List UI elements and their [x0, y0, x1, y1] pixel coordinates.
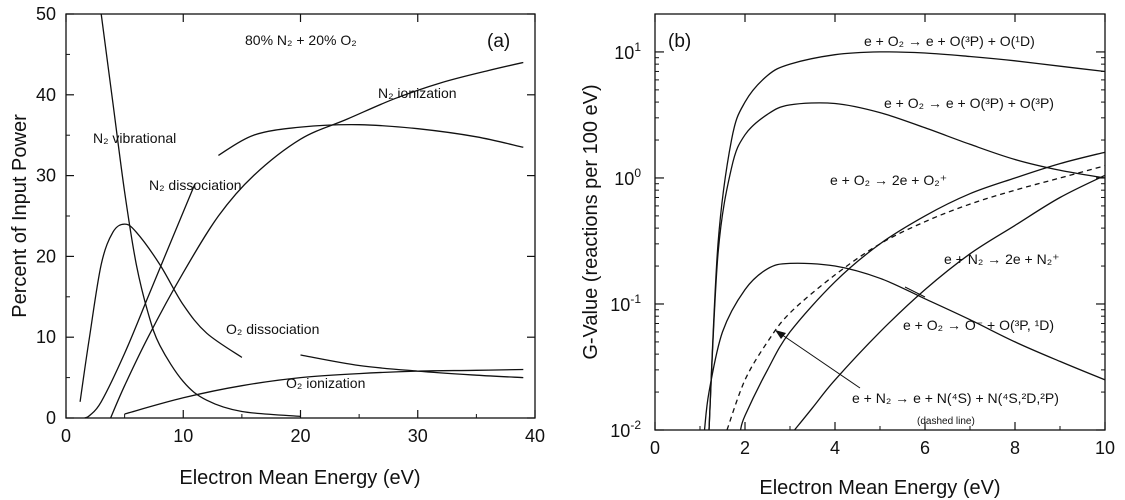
xtick-b-label: 2: [740, 438, 750, 458]
plot-frame-a: [65, 13, 536, 419]
ticks-b: 0 2 4 6 8 10 101 100 10-1 10-2: [610, 14, 1115, 458]
xlabel-a: Electron Mean Energy (eV): [179, 467, 420, 489]
xtick-b-label: 0: [650, 438, 660, 458]
arrowhead-icon: [775, 330, 786, 339]
xtick-b-label: 6: [920, 438, 930, 458]
label-reaction-6: e + N₂ → e + N(⁴S) + N(⁴S,²D,²P): [852, 390, 1059, 406]
series-line-a-o-dissociation: [79, 223, 243, 402]
pointer-line-o2-ion: [904, 286, 926, 298]
ytick-b-label: 101: [614, 40, 641, 63]
ytick-b-label: 100: [614, 166, 641, 189]
panel-tag-b: (b): [668, 31, 691, 52]
ytick-a-label: 0: [46, 408, 56, 428]
label-o2-dissociation: O₂ dissociation: [226, 321, 319, 337]
label-reaction-1: e + O₂ → e + O(³P) + O(¹D): [864, 33, 1035, 49]
xtick-a-label: 20: [290, 426, 310, 446]
series-line-a-n-vibrational: [100, 13, 301, 418]
panel-b: 0 2 4 6 8 10 101 100 10-1 10-2 (b) e + O₂ → e + O…: [580, 13, 1115, 499]
series-line-a-n-dissociation: [84, 183, 196, 419]
ytick-a-label: 10: [36, 327, 56, 347]
xtick-a-label: 10: [173, 426, 193, 446]
series-line-a-o-ionization: [124, 368, 524, 415]
label-reaction-4: e + N₂ → 2e + N₂⁺: [944, 251, 1060, 267]
series-line-b-e-n-e-n-s-n-s-d-p: [726, 165, 1106, 431]
label-n2-vibrational: N₂ vibrational: [93, 130, 176, 146]
label-reaction-2: e + O₂ → e + O(³P) + O(³P): [884, 95, 1054, 111]
ytick-a-label: 20: [36, 246, 56, 266]
ytick-a-label: 50: [36, 4, 56, 24]
label-reaction-5: e + O₂ → O⁻ + O(³P, ¹D): [903, 317, 1054, 333]
series-line-a-curve-4: [218, 123, 524, 156]
plot-frame-b: [654, 13, 1106, 431]
series-b: [703, 51, 1106, 431]
label-o2-ionization: O₂ ionization: [286, 375, 365, 391]
ytick-a-label: 40: [36, 85, 56, 105]
series-line-b-e-o-e-o-p-o-p: [708, 102, 1106, 431]
series-a: [79, 13, 524, 419]
panel-a: 0 10 20 30 40 0 10 20 30 40 50 (a) 80% N₂ + 20% O₂…: [9, 4, 545, 489]
series-line-b-e-o-o-o-p-d: [703, 262, 1106, 431]
xtick-a-label: 0: [61, 426, 71, 446]
ytick-b-label: 10-2: [610, 418, 641, 441]
series-line-b-e-n-2e-n: [793, 174, 1106, 431]
xlabel-b: Electron Mean Energy (eV): [759, 477, 1000, 499]
label-n2-dissociation: N₂ dissociation: [149, 177, 242, 193]
ticks-a: 0 10 20 30 40 0 10 20 30 40 50: [36, 4, 545, 446]
xtick-b-label: 8: [1010, 438, 1020, 458]
arrow-to-dashed-line: [774, 329, 861, 389]
series-line-a-curve-6: [300, 354, 524, 379]
label-reaction-3: e + O₂ → 2e + O₂⁺: [830, 172, 947, 188]
series-line-a-n-ionization: [110, 61, 524, 419]
ytick-b-label: 10-1: [610, 292, 641, 315]
series-line-b-e-o-e-o-p-o-d: [708, 51, 1106, 431]
xtick-b-label: 4: [830, 438, 840, 458]
ytick-a-label: 30: [36, 166, 56, 186]
mixture-label: 80% N₂ + 20% O₂: [245, 32, 357, 48]
panel-tag-a: (a): [487, 31, 510, 52]
ylabel-a: Percent of Input Power: [9, 114, 31, 318]
ylabel-b: G-Value (reactions per 100 eV): [580, 84, 602, 359]
xtick-a-label: 30: [408, 426, 428, 446]
label-dashed-note: (dashed line): [917, 416, 975, 427]
xtick-a-label: 40: [525, 426, 545, 446]
xtick-b-label: 10: [1095, 438, 1115, 458]
label-n2-ionization: N₂ ionization: [378, 85, 457, 101]
